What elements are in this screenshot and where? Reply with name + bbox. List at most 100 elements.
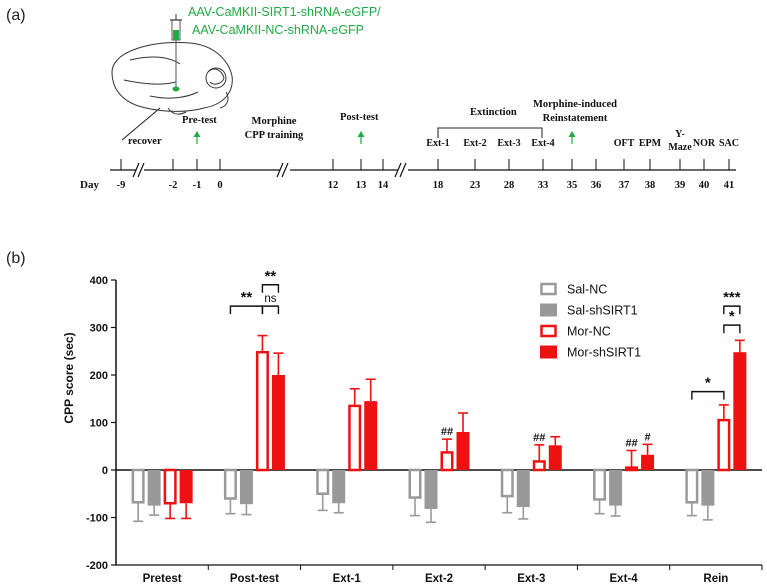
test-arrows — [193, 131, 576, 144]
day-tick-label: 37 — [619, 180, 630, 191]
day-tick-label: 12 — [328, 180, 339, 191]
phase-reinstatement-line1: Morphine-induced — [533, 99, 617, 110]
significance-label: * — [705, 375, 711, 392]
significance-label: * — [729, 308, 735, 325]
significance-bracket — [261, 284, 280, 293]
test-label-oft: OFT — [614, 138, 635, 149]
virus-label-line1: AAV-CaMKII-SIRT1-shRNA-eGFP/ — [188, 5, 381, 19]
y-tick-label: 0 — [102, 465, 108, 477]
bar — [424, 470, 438, 509]
chart-annotations: ## ## ###****ns***** — [229, 268, 741, 450]
phase-pre-test: Pre-test — [182, 115, 217, 126]
hash-annotation: # — [645, 431, 651, 443]
y-tick-label: 300 — [90, 323, 108, 335]
bar — [625, 466, 639, 472]
legend-swatch — [540, 345, 557, 359]
significance-label: ns — [264, 293, 276, 305]
bar — [701, 470, 715, 506]
day-tick-label: 40 — [699, 180, 710, 191]
significance-bracket — [723, 305, 741, 315]
chart-bars — [131, 334, 747, 524]
bar — [440, 451, 454, 472]
x-tick-label: Pretest — [143, 573, 182, 585]
legend-label: Sal-shSIRT1 — [567, 304, 638, 318]
bar — [163, 468, 177, 505]
bar — [364, 401, 378, 470]
significance-bracket — [261, 305, 280, 315]
ext-label-2: Ext-2 — [463, 138, 486, 149]
phase-training-line1: Morphine — [252, 116, 297, 127]
bar — [239, 470, 253, 505]
day-tick-label: 0 — [217, 180, 222, 191]
day-tick-label: -9 — [117, 180, 126, 191]
phase-recover: recover — [128, 136, 162, 147]
day-tick-label: 18 — [433, 180, 444, 191]
extinction-bracket — [437, 127, 543, 138]
hash-annotation: ## — [625, 438, 637, 450]
bar — [255, 350, 269, 472]
bar — [593, 468, 607, 501]
x-tick-label: Ext-3 — [517, 573, 545, 585]
test-label-epm: EPM — [639, 138, 662, 149]
phase-extinction: Extinction — [470, 107, 517, 118]
significance-bracket — [691, 390, 725, 400]
x-tick-label: Ext-1 — [333, 573, 362, 585]
day-tick-label: -2 — [169, 180, 178, 191]
bar — [179, 470, 193, 504]
hash-annotation: ## — [533, 432, 545, 444]
legend-label: Mor-NC — [567, 325, 611, 339]
day-tick-label: -1 — [193, 180, 202, 191]
day-tick-label: 41 — [724, 180, 735, 191]
bar — [532, 460, 546, 472]
arrow-up-icon — [357, 131, 365, 137]
syringe-icon — [170, 14, 182, 92]
day-tick-label: 35 — [567, 180, 578, 191]
legend-label: Mor-shSIRT1 — [567, 346, 641, 360]
legend-swatch — [540, 324, 557, 338]
bar — [500, 468, 514, 498]
bar — [456, 432, 470, 470]
arrow-up-icon — [193, 131, 201, 137]
significance-label: *** — [723, 289, 741, 306]
test-label-sac: SAC — [719, 138, 739, 149]
panel-b-label: (b) — [6, 250, 26, 267]
test-label-maze: Maze — [668, 142, 692, 153]
significance-bracket — [229, 305, 264, 315]
day-tick-label: 36 — [591, 180, 602, 191]
bar — [348, 404, 362, 472]
x-tick-label: Post-test — [230, 573, 279, 585]
day-tick-label: 28 — [504, 180, 515, 191]
day-tick-label: 14 — [378, 180, 389, 191]
bar — [733, 352, 747, 470]
timeline-axis — [110, 162, 736, 178]
virus-label-line2: AAV-CaMKII-NC-shRNA-eGFP — [192, 23, 364, 37]
bar — [131, 468, 145, 504]
bar — [223, 468, 237, 500]
bar — [685, 468, 699, 504]
y-tick-label: 200 — [90, 370, 108, 382]
significance-label: ** — [241, 289, 253, 306]
brain-connector-line — [121, 107, 161, 141]
ext-label-4: Ext-4 — [531, 138, 554, 149]
bar — [548, 445, 562, 470]
legend-label: Sal-NC — [567, 283, 607, 297]
phase-reinstatement-line2: Reinstatement — [543, 113, 608, 124]
ext-label-3: Ext-3 — [497, 138, 520, 149]
brain-illustration — [111, 42, 233, 115]
day-tick-label: 39 — [675, 180, 686, 191]
day-tick-label: 23 — [470, 180, 481, 191]
panel-a-label: (a) — [6, 7, 26, 24]
x-tick-label: Ext-2 — [425, 573, 453, 585]
significance-label: ** — [265, 268, 277, 285]
bar — [641, 454, 655, 470]
phase-post-test: Post-test — [340, 112, 379, 123]
day-label: Day — [80, 179, 99, 191]
y-tick-label: 100 — [90, 418, 108, 430]
timeline-ticks: -9 -2 -1 0 12 13 14 18 23 28 33 35 36 37 38 39 40 41 — [117, 159, 735, 191]
test-label-y: Y- — [675, 129, 685, 140]
legend-swatch — [540, 303, 557, 317]
y-axis-label: CPP score (sec) — [62, 332, 76, 423]
x-tick-label: Ext-4 — [610, 573, 639, 585]
y-tick-label: 400 — [90, 275, 108, 287]
